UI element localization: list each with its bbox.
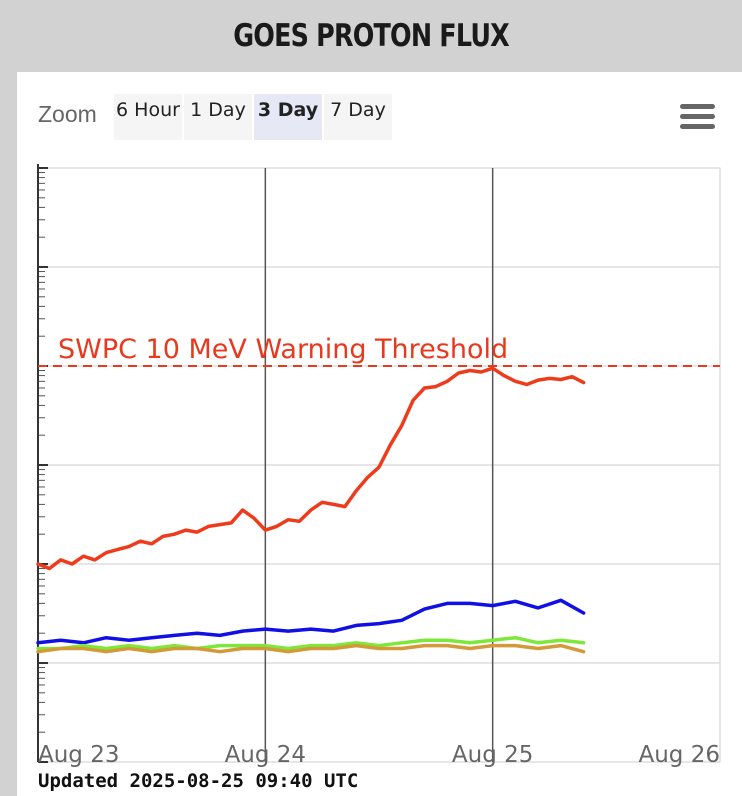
zoom-3-day-button[interactable]: 3 Day [254, 94, 322, 140]
page-title: GOES PROTON FLUX [233, 18, 509, 54]
menu-bar-top [680, 104, 715, 109]
menu-bar-bottom [680, 124, 715, 129]
zoom-label: Zoom [38, 101, 97, 127]
series-line-1 [36, 366, 586, 571]
title-bar: GOES PROTON FLUX [0, 0, 742, 72]
zoom-7-day-button[interactable]: 7 Day [324, 94, 392, 140]
series-line-2 [36, 598, 586, 645]
series-line-4 [36, 643, 586, 654]
chart-panel [17, 72, 742, 796]
zoom-1-day-button[interactable]: 1 Day [184, 94, 252, 140]
series-line-3 [36, 635, 586, 651]
hamburger-menu-icon[interactable] [680, 104, 716, 132]
updated-timestamp: Updated 2025-08-25 09:40 UTC [38, 770, 359, 792]
x-tick-label: Aug 25 [452, 742, 534, 768]
x-tick-label: Aug 26 [639, 742, 721, 768]
x-tick-label: Aug 24 [225, 742, 307, 768]
warning-threshold-label: SWPC 10 MeV Warning Threshold [58, 334, 508, 365]
x-tick-label: Aug 23 [38, 742, 120, 768]
zoom-6-hour-button[interactable]: 6 Hour [114, 94, 182, 140]
menu-bar-middle [680, 114, 715, 119]
